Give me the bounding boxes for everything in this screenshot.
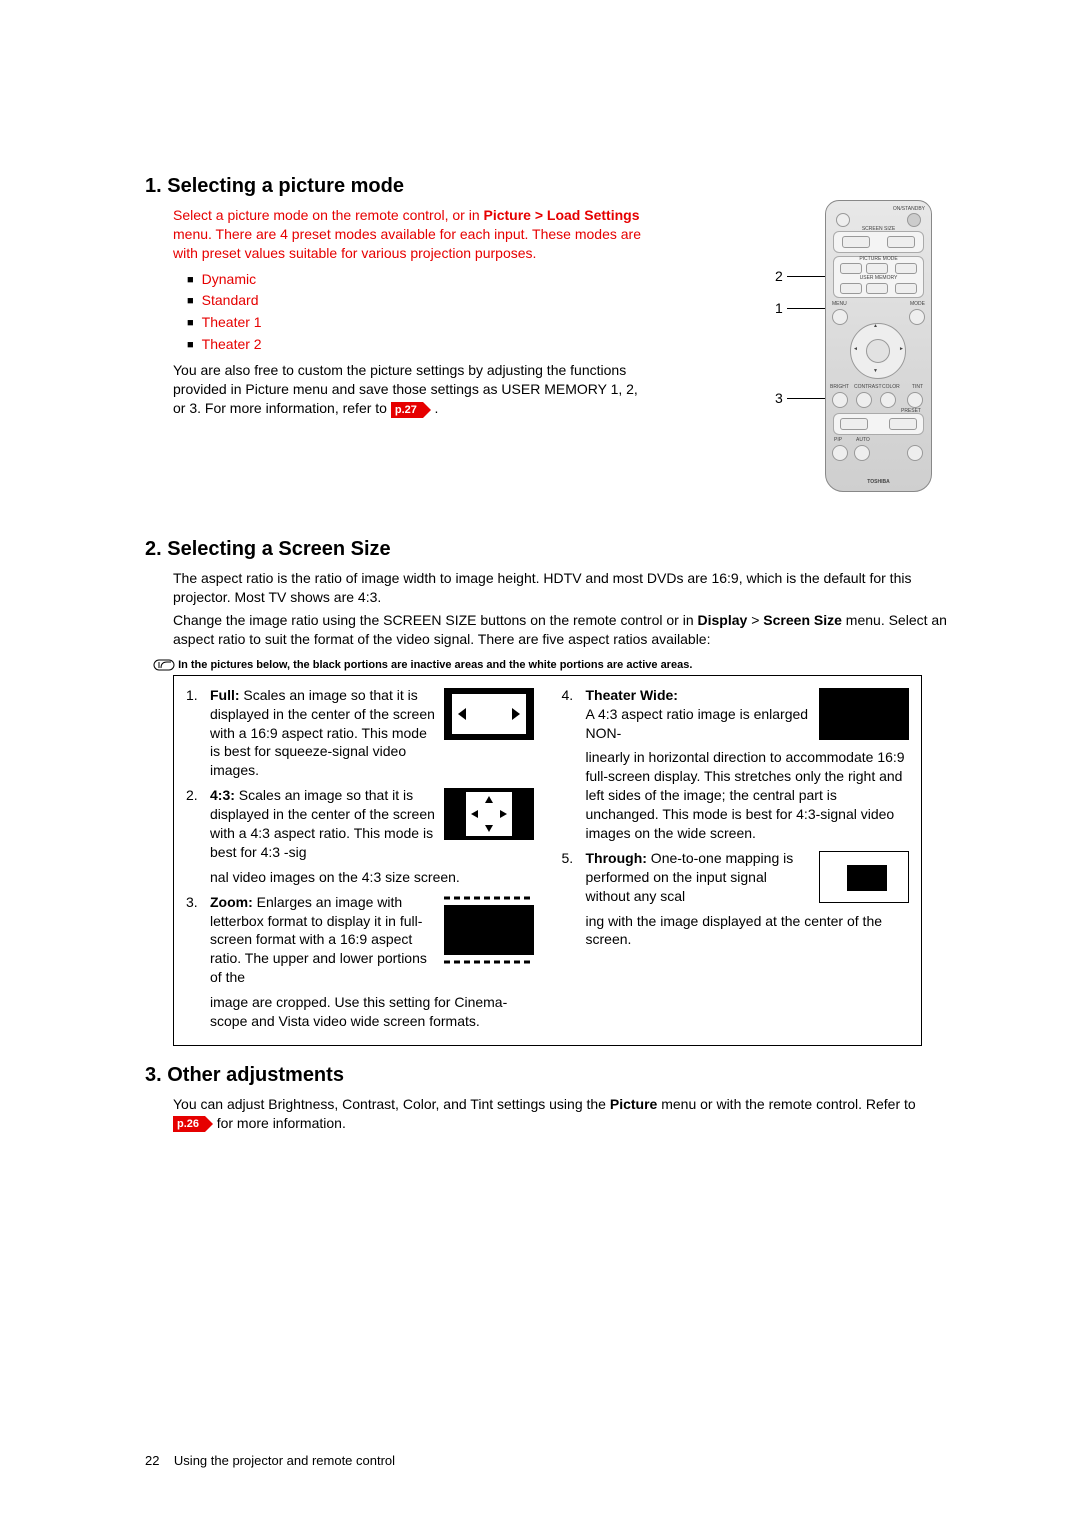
fig-full — [444, 688, 534, 740]
fig-theater-wide — [819, 688, 909, 740]
fig-through — [819, 851, 909, 903]
section1-body: Select a picture mode on the remote cont… — [173, 206, 643, 418]
page-ref-26: p.26 — [173, 1116, 205, 1132]
ratio-item-full: 1. Full: Scales an image so that it is d… — [186, 686, 534, 780]
section3-heading: 3. Other adjustments — [145, 1064, 950, 1087]
note-row: In the pictures below, the black portion… — [153, 659, 950, 671]
page-footer: 22 Using the projector and remote contro… — [145, 1453, 395, 1468]
section2-heading: 2. Selecting a Screen Size — [145, 538, 950, 561]
ratio-item-43: 2. 4:3: Scales an image so that it is di… — [186, 786, 534, 862]
fig-zoom — [444, 895, 534, 965]
s1-intro: Select a picture mode on the remote cont… — [173, 207, 641, 261]
remote-control-figure: 2 1 3 ON/STANDBY SCREEN SIZE PICTURE MOD… — [775, 200, 945, 500]
ratio-col-right: 4. Theater Wide:A 4:3 aspect ratio image… — [562, 686, 910, 1031]
note-icon — [153, 659, 175, 671]
ratio-item-through: 5. Through: One-to-one mapping is perfor… — [562, 849, 910, 906]
ratio-item-zoom: 3. Zoom: Enlarges an image with letterbo… — [186, 893, 534, 987]
section1-heading: 1. Selecting a picture mode — [145, 175, 950, 198]
fig-43 — [444, 788, 534, 840]
page-ref-27: p.27 — [391, 402, 423, 418]
picture-modes-list: Dynamic Standard Theater 1 Theater 2 — [187, 269, 643, 356]
aspect-ratio-box: 1. Full: Scales an image so that it is d… — [173, 675, 922, 1046]
ratio-item-theater-wide: 4. Theater Wide:A 4:3 aspect ratio image… — [562, 686, 910, 743]
section3-body: You can adjust Brightness, Contrast, Col… — [173, 1095, 950, 1133]
section2-body: The aspect ratio is the ratio of image w… — [173, 569, 950, 649]
ratio-col-left: 1. Full: Scales an image so that it is d… — [186, 686, 534, 1031]
s1-after: You are also free to custom the picture … — [173, 362, 638, 416]
